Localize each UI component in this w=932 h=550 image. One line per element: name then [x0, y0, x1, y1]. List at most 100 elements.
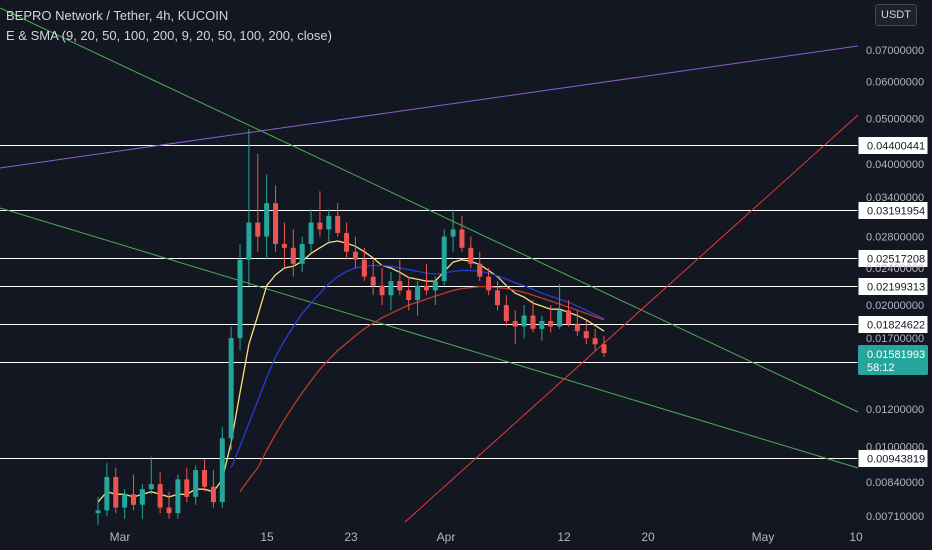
- candle-body[interactable]: [415, 285, 421, 301]
- candle-body[interactable]: [255, 222, 261, 237]
- y-tick-label: 0.02400000: [866, 263, 924, 275]
- candle-body[interactable]: [379, 285, 385, 296]
- candle-body[interactable]: [299, 243, 305, 264]
- candle-body[interactable]: [406, 290, 412, 301]
- candle-body[interactable]: [468, 247, 474, 264]
- candle-body[interactable]: [361, 259, 367, 277]
- candle-body[interactable]: [565, 310, 571, 325]
- candle-body[interactable]: [175, 479, 181, 514]
- candle-body[interactable]: [352, 251, 358, 260]
- candle-body[interactable]: [157, 484, 163, 508]
- moving-average-sma_blue[interactable]: [230, 264, 605, 468]
- level-label: 0.02199313: [867, 282, 925, 294]
- candle-body[interactable]: [530, 315, 536, 329]
- y-tick-label: 0.03400000: [866, 192, 924, 204]
- candle-body[interactable]: [512, 320, 518, 327]
- x-tick-label: Mar: [110, 530, 131, 544]
- candle-body[interactable]: [210, 486, 216, 503]
- y-tick-label: 0.04000000: [866, 159, 924, 171]
- candle-body[interactable]: [122, 494, 128, 508]
- candle-body[interactable]: [459, 229, 465, 248]
- candle-body[interactable]: [326, 215, 332, 230]
- x-tick-label: 20: [641, 530, 655, 544]
- candle-body[interactable]: [548, 320, 554, 327]
- level-label: 0.04400441: [867, 141, 925, 153]
- candle-body[interactable]: [228, 338, 234, 439]
- candle-body[interactable]: [264, 203, 270, 237]
- candle-body[interactable]: [281, 243, 287, 248]
- candle-body[interactable]: [441, 236, 447, 282]
- candle-body[interactable]: [370, 276, 376, 286]
- level-label: 0.01824622: [867, 320, 925, 332]
- level-badge: [857, 277, 929, 296]
- candle-body[interactable]: [317, 222, 323, 230]
- candle-body[interactable]: [237, 259, 243, 339]
- x-tick-label: 15: [260, 530, 274, 544]
- chart-legend: BEPRO Network / Tether, 4h, KUCOIN E & S…: [6, 6, 332, 46]
- trend-line-red[interactable]: [404, 114, 859, 523]
- level-badge: [857, 201, 929, 220]
- x-tick-label: May: [752, 530, 775, 544]
- candle-body[interactable]: [344, 232, 350, 252]
- countdown-label: 58:12: [867, 362, 895, 374]
- x-tick-label: Apr: [437, 530, 456, 544]
- candle-body[interactable]: [397, 281, 403, 291]
- trend-line-green-upper[interactable]: [0, 7, 859, 413]
- candle-body[interactable]: [104, 476, 110, 511]
- y-tick-label: 0.02800000: [866, 232, 924, 244]
- trend-line-purple[interactable]: [0, 45, 859, 169]
- candle-body[interactable]: [521, 315, 527, 327]
- x-tick-label: 12: [557, 530, 571, 544]
- candle-body[interactable]: [273, 203, 279, 244]
- candle-body[interactable]: [583, 331, 589, 339]
- currency-label[interactable]: USDT: [875, 4, 917, 26]
- candle-body[interactable]: [592, 338, 598, 345]
- y-tick-label: 0.07000000: [866, 45, 924, 57]
- candle-body[interactable]: [246, 222, 252, 260]
- indicator-label[interactable]: E & SMA (9, 20, 50, 100, 200, 9, 20, 50,…: [6, 28, 332, 43]
- candle-body[interactable]: [539, 320, 545, 329]
- candle-body[interactable]: [193, 469, 199, 497]
- candle-body[interactable]: [423, 285, 429, 291]
- y-tick-label: 0.06000000: [866, 76, 924, 88]
- candle-body[interactable]: [166, 507, 172, 514]
- candle-body[interactable]: [432, 281, 438, 291]
- candle-body[interactable]: [450, 229, 456, 237]
- y-tick-label: 0.05000000: [866, 114, 924, 126]
- moving-average-sma_red[interactable]: [239, 285, 605, 493]
- trend-line-green-lower[interactable]: [0, 207, 859, 469]
- candle-body[interactable]: [202, 469, 208, 487]
- y-tick-label: 0.02000000: [866, 300, 924, 312]
- candle-body[interactable]: [494, 290, 500, 306]
- candle-body[interactable]: [95, 510, 101, 514]
- moving-average-ema_fast[interactable]: [97, 240, 605, 503]
- candle-body[interactable]: [477, 263, 483, 277]
- candle-body[interactable]: [148, 484, 154, 490]
- candle-body[interactable]: [388, 281, 394, 296]
- candle-body[interactable]: [557, 310, 563, 327]
- level-badge: [857, 249, 929, 268]
- current-price-label: 0.01581993: [867, 349, 925, 361]
- candle-body[interactable]: [139, 489, 145, 505]
- candle-body[interactable]: [574, 324, 580, 332]
- candle-body[interactable]: [219, 438, 225, 503]
- candle-body[interactable]: [601, 344, 607, 354]
- candle-body[interactable]: [131, 494, 137, 505]
- candle-body[interactable]: [308, 222, 314, 244]
- y-tick-label: 0.00710000: [866, 511, 924, 523]
- symbol-title[interactable]: BEPRO Network / Tether, 4h, KUCOIN: [6, 8, 229, 23]
- x-tick-label: 10: [849, 530, 863, 544]
- level-badge: [857, 449, 929, 468]
- level-label: 0.00943819: [867, 454, 925, 466]
- candle-body[interactable]: [290, 247, 296, 264]
- candle-body[interactable]: [503, 305, 509, 321]
- candle-body[interactable]: [486, 276, 492, 291]
- candle-body[interactable]: [184, 479, 190, 497]
- level-badge: [857, 136, 929, 155]
- level-label: 0.02517208: [867, 254, 925, 266]
- candle-body[interactable]: [113, 476, 119, 508]
- current-price-badge: [858, 345, 928, 375]
- candle-body[interactable]: [335, 215, 341, 233]
